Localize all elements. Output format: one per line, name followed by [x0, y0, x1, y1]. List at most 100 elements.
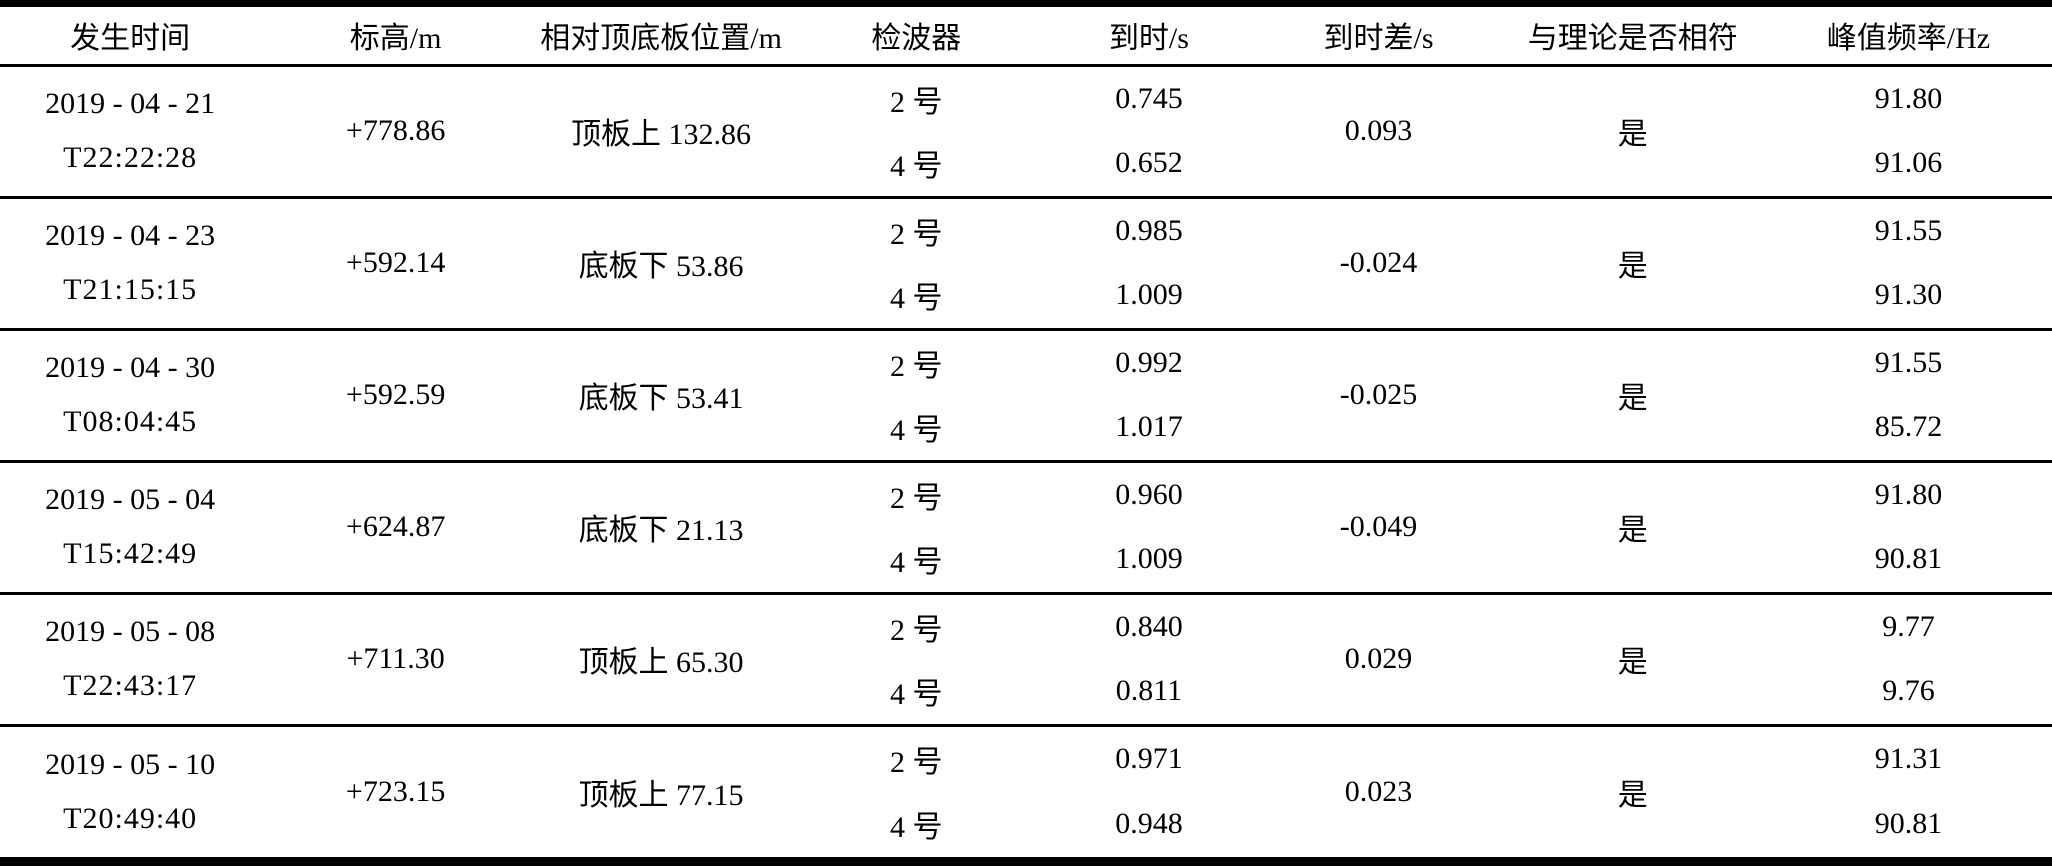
- cell-arrival-time: 0.948: [1041, 791, 1256, 857]
- cell-peak-frequency-value: 90.81: [1874, 542, 1943, 576]
- cell-geophone-value: 2 号: [890, 217, 943, 251]
- cell-geophone: 2 号: [791, 65, 1041, 131]
- event-row: 2019 - 05 - 10 T20:49:40 +723.15 顶板上 77.15 2…: [0, 723, 2052, 857]
- cell-peak-frequency-value: 91.31: [1874, 741, 1943, 775]
- cell-roof-floor-position-value: 顶板上 132.86: [571, 118, 752, 151]
- col-header-matches-theory: 与理论是否相符: [1500, 7, 1765, 67]
- occurrence-datetime: 2019 - 05 - 04 T15:42:49: [0, 483, 260, 571]
- event-row: 2019 - 04 - 23 T21:15:15 +592.14 底板下 53.86 2…: [0, 195, 2052, 329]
- cell-elevation: +592.14: [260, 195, 531, 329]
- event-subrow: 4 号 0.652 91.06: [0, 131, 2052, 197]
- cell-arrival-diff: 0.023: [1256, 723, 1501, 857]
- event-row: 2019 - 04 - 21 T22:22:28 +778.86 顶板上 132.86…: [0, 65, 2052, 174]
- cell-matches-theory-value: 是: [1617, 382, 1648, 415]
- occurrence-datetime: 2019 - 05 - 10 T20:49:40: [0, 748, 260, 836]
- cell-arrival-time-value: 0.985: [1115, 213, 1183, 247]
- cell-geophone: 2 号: [791, 459, 1042, 527]
- cell-arrival-time: 0.840: [1041, 591, 1257, 659]
- event-time: T08:04:45: [63, 405, 198, 438]
- cell-arrival-time-value: 1.017: [1115, 410, 1183, 444]
- cell-arrival-time: 0.971: [1041, 723, 1257, 791]
- cell-peak-frequency-value: 91.80: [1874, 81, 1943, 115]
- cell-matches-theory-value: 是: [1617, 514, 1648, 547]
- cell-arrival-time: 0.960: [1041, 459, 1257, 527]
- cell-peak-frequency: 90.81: [1765, 791, 2052, 857]
- cell-peak-frequency: 91.80: [1765, 65, 2052, 131]
- cell-peak-frequency-value: 85.72: [1874, 410, 1943, 444]
- event-row: 2019 - 05 - 04 T15:42:49 +624.87 底板下 21.13 2…: [0, 459, 2052, 593]
- col-header-geophone: 检波器: [791, 7, 1042, 67]
- cell-peak-frequency-value: 91.30: [1874, 278, 1943, 312]
- cell-arrival-diff-value: -0.025: [1339, 378, 1418, 411]
- cell-arrival-time-value: 0.745: [1115, 81, 1183, 115]
- cell-arrival-time: 1.009: [1041, 527, 1256, 593]
- event-time: T22:22:28: [63, 141, 198, 174]
- cell-matches-theory: 是: [1500, 195, 1765, 329]
- col-header-occurrence-time: 发生时间: [0, 7, 261, 67]
- cell-roof-floor-position: 底板下 21.13: [530, 459, 792, 593]
- cell-peak-frequency: 91.31: [1764, 723, 2052, 791]
- cell-matches-theory-value: 是: [1617, 646, 1648, 679]
- cell-arrival-time-value: 0.811: [1115, 674, 1183, 708]
- cell-roof-floor-position: 顶板上 77.15: [530, 723, 792, 857]
- cell-arrival-time: 0.985: [1041, 195, 1257, 263]
- events-table: 发生时间 标高/m 相对顶底板位置/m 检波器 到时/s 到时差/s 与理论是否…: [0, 7, 2052, 857]
- cell-arrival-diff: 0.029: [1256, 591, 1501, 725]
- cell-elevation-value: +723.15: [345, 774, 446, 808]
- cell-arrival-time-value: 1.009: [1115, 278, 1183, 312]
- cell-peak-frequency: 91.80: [1764, 459, 2052, 527]
- cell-geophone-value: 4 号: [890, 678, 943, 712]
- cell-geophone-value: 2 号: [890, 745, 943, 779]
- event-row: 2019 - 05 - 08 T22:43:17 +711.30 顶板上 65.30 2…: [0, 591, 2052, 725]
- cell-arrival-time: 1.017: [1041, 395, 1256, 461]
- event-date: 2019 - 05 - 08: [45, 615, 216, 648]
- event-date: 2019 - 04 - 21: [45, 87, 216, 120]
- cell-geophone: 4 号: [791, 263, 1041, 329]
- occurrence-datetime: 2019 - 04 - 23 T21:15:15: [0, 219, 260, 307]
- cell-elevation-value: +624.87: [345, 510, 446, 543]
- cell-matches-theory: 是: [1500, 723, 1765, 857]
- occurrence-datetime: 2019 - 05 - 08 T22:43:17: [0, 615, 260, 703]
- table-header: 发生时间 标高/m 相对顶底板位置/m 检波器 到时/s 到时差/s 与理论是否…: [0, 7, 2052, 67]
- event-time: T20:49:40: [63, 801, 198, 835]
- event-date: 2019 - 04 - 30: [45, 351, 216, 384]
- col-header-roof-floor-position: 相对顶底板位置/m: [530, 7, 792, 67]
- event-time: T21:15:15: [63, 273, 198, 306]
- col-header-elevation: 标高/m: [260, 7, 531, 67]
- cell-roof-floor-position: 顶板上 65.30: [530, 591, 792, 725]
- event-subrow: 4 号 0.811 9.76: [0, 659, 2052, 725]
- event-date: 2019 - 05 - 04: [45, 483, 216, 516]
- cell-geophone: 2 号: [791, 591, 1042, 659]
- cell-occurrence-time: 2019 - 04 - 30 T08:04:45: [0, 327, 261, 461]
- cell-peak-frequency: 9.76: [1765, 659, 2052, 725]
- cell-matches-theory: 是: [1500, 459, 1765, 593]
- cell-roof-floor-position-value: 顶板上 65.30: [578, 646, 744, 679]
- event-date: 2019 - 04 - 23: [45, 219, 216, 252]
- cell-occurrence-time: 2019 - 05 - 08 T22:43:17: [0, 591, 261, 725]
- cell-geophone: 2 号: [791, 195, 1042, 263]
- cell-arrival-time-value: 0.652: [1115, 146, 1183, 180]
- cell-elevation-value: +711.30: [346, 642, 445, 675]
- cell-arrival-time: 0.652: [1041, 131, 1256, 197]
- cell-roof-floor-position: 底板下 53.86: [530, 195, 792, 329]
- cell-elevation: +624.87: [260, 459, 531, 593]
- cell-matches-theory: 是: [1500, 591, 1765, 725]
- cell-peak-frequency-value: 9.77: [1882, 609, 1935, 643]
- cell-roof-floor-position: 底板下 53.41: [530, 327, 792, 461]
- cell-arrival-diff-value: 0.093: [1344, 114, 1413, 147]
- header-row: 发生时间 标高/m 相对顶底板位置/m 检波器 到时/s 到时差/s 与理论是否…: [0, 7, 2052, 67]
- cell-matches-theory-value: 是: [1617, 778, 1648, 812]
- cell-arrival-time-value: 0.840: [1115, 609, 1183, 643]
- event-row: 2019 - 04 - 30 T08:04:45 +592.59 底板下 53.41 2…: [0, 327, 2052, 461]
- cell-roof-floor-position-value: 底板下 53.86: [578, 250, 744, 283]
- cell-geophone: 4 号: [791, 131, 1041, 197]
- cell-geophone: 4 号: [791, 791, 1041, 857]
- cell-geophone: 4 号: [791, 395, 1041, 461]
- cell-peak-frequency-value: 91.06: [1874, 146, 1943, 180]
- cell-geophone: 2 号: [791, 327, 1042, 395]
- table-body: 2019 - 04 - 21 T22:22:28 +778.86 顶板上 132.86…: [0, 65, 2052, 857]
- cell-peak-frequency: 91.55: [1764, 327, 2052, 395]
- cell-matches-theory: 是: [1500, 327, 1765, 461]
- cell-occurrence-time: 2019 - 04 - 23 T21:15:15: [0, 195, 261, 329]
